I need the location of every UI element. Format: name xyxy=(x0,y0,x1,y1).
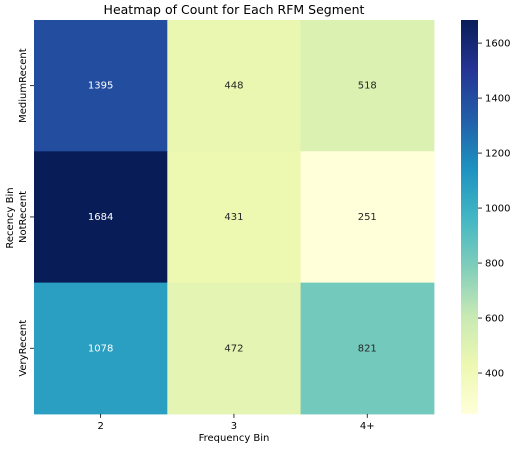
heatmap-cell xyxy=(34,151,168,284)
colorbar-tick-label: 1200 xyxy=(485,149,510,160)
cell-value-label: 431 xyxy=(224,212,243,223)
y-axis: MediumRecent NotRecent VeryRecent xyxy=(18,48,34,377)
x-tick-label: 3 xyxy=(231,421,237,432)
heatmap-cell xyxy=(167,282,302,415)
heatmap-cell xyxy=(300,151,435,284)
heatmap-cell xyxy=(300,20,435,152)
cell-value-label: 821 xyxy=(358,343,377,354)
x-tick-label: 4+ xyxy=(360,421,375,432)
colorbar-tick-label: 1600 xyxy=(485,39,510,50)
heatmap-cells: 1395 448 518 1684 431 251 1078 472 821 xyxy=(34,20,435,415)
cell-value-label: 251 xyxy=(358,212,377,223)
colorbar-tick-label: 600 xyxy=(485,314,504,325)
cell-value-label: 1078 xyxy=(88,343,113,354)
x-axis-label: Frequency Bin xyxy=(199,433,270,444)
cell-value-label: 472 xyxy=(224,343,243,354)
x-axis: 2 3 4+ xyxy=(97,413,375,432)
x-tick-label: 2 xyxy=(97,421,103,432)
cell-value-label: 1395 xyxy=(88,81,113,92)
colorbar-tick-label: 400 xyxy=(485,369,504,380)
y-tick-label: VeryRecent xyxy=(18,320,29,377)
cell-value-label: 1684 xyxy=(88,212,113,223)
colorbar xyxy=(461,20,478,414)
heatmap-cell xyxy=(167,151,302,284)
colorbar-tick-label: 800 xyxy=(485,259,504,270)
heatmap-cell xyxy=(34,20,168,152)
chart-title: Heatmap of Count for Each RFM Segment xyxy=(104,2,365,17)
heatmap-cell xyxy=(300,282,435,415)
y-tick-label: NotRecent xyxy=(18,191,29,243)
y-axis-label: Recency Bin xyxy=(5,187,16,248)
heatmap-cell xyxy=(167,20,302,152)
y-tick-label: MediumRecent xyxy=(18,48,29,123)
colorbar-tick-label: 1400 xyxy=(485,94,510,105)
colorbar-tick-label: 1000 xyxy=(485,204,510,215)
heatmap-cell xyxy=(34,282,168,415)
cell-value-label: 448 xyxy=(224,81,243,92)
colorbar-axis: 400 600 800 1000 1200 1400 1600 xyxy=(478,39,510,380)
cell-value-label: 518 xyxy=(358,81,377,92)
